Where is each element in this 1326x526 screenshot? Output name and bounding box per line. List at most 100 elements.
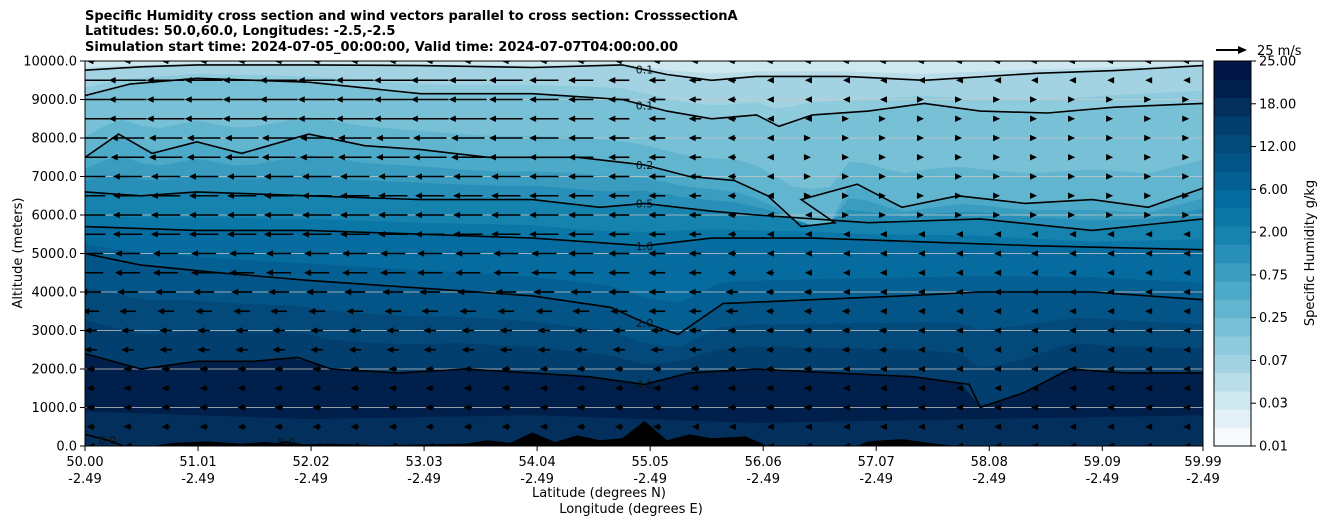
wind-vector [612, 327, 626, 334]
wind-vector [108, 77, 147, 84]
wind-vector [615, 442, 623, 446]
wind-vector [993, 173, 1001, 180]
colorbar-tick-label: 25.00 [1259, 55, 1296, 70]
wind-vector [414, 192, 445, 199]
contour-line [85, 64, 1203, 82]
wind-vector [193, 288, 215, 296]
wind-vector [652, 404, 662, 411]
wind-vector [576, 365, 585, 373]
wind-vector [727, 154, 737, 161]
wind-vector [576, 404, 585, 411]
wind-vector [1183, 269, 1191, 276]
wind-vector [688, 346, 702, 353]
wind-vector [648, 173, 666, 180]
wind-vector [956, 269, 964, 276]
wind-vector [312, 404, 321, 411]
wind-vector [375, 134, 410, 142]
x-tick-label-lon: -2.49 [68, 472, 102, 487]
wind-vector [350, 385, 359, 392]
wind-vector [690, 404, 700, 411]
wind-vector [765, 385, 775, 392]
wind-vector [114, 269, 141, 276]
wind-vector [1031, 308, 1039, 315]
wind-vector [803, 154, 811, 161]
wind-vector [608, 288, 630, 296]
wind-vector [184, 77, 223, 84]
wind-vector [448, 115, 487, 122]
wind-vector [994, 442, 1002, 446]
wind-vector [1145, 269, 1153, 276]
colorbar-tick-label: 0.25 [1259, 311, 1288, 326]
wind-vector [727, 365, 737, 373]
colorbar-segment [1214, 97, 1251, 117]
wind-vector [85, 308, 99, 315]
wind-vector [568, 173, 594, 180]
wind-vector [1145, 288, 1153, 296]
contour-label: 0.5 [636, 197, 654, 210]
wind-vector [608, 231, 630, 238]
wind-vector [197, 327, 210, 334]
wind-vector [274, 61, 283, 65]
wind-vector [266, 250, 292, 257]
wind-vector [191, 269, 217, 276]
wind-vector [85, 117, 110, 120]
wind-vector [994, 346, 1002, 353]
colorbar-segment [1214, 427, 1251, 447]
wind-vector [648, 308, 666, 315]
wind-vector [765, 308, 775, 315]
wind-vector [843, 77, 851, 84]
wind-vector [576, 385, 585, 392]
wind-vector [688, 288, 702, 296]
wind-vector [1144, 96, 1152, 103]
wind-vector [191, 250, 217, 257]
wind-vector [159, 346, 172, 353]
wind-vector [725, 308, 739, 315]
x-tick-label-lon: -2.49 [1085, 472, 1119, 487]
wind-vector [539, 385, 549, 392]
wind-vector [414, 173, 445, 180]
colorbar-segment [1214, 61, 1251, 80]
wind-vector [533, 288, 555, 296]
wind-vector [121, 346, 134, 353]
wind-vector [878, 346, 888, 353]
wind-vector [994, 308, 1002, 315]
wind-vector [841, 308, 851, 315]
wind-vector [531, 269, 557, 276]
wind-vector [386, 327, 400, 334]
wind-vector [299, 154, 334, 161]
wind-vector [1106, 115, 1114, 122]
wind-vector [992, 61, 1002, 65]
wind-vector [1107, 385, 1115, 392]
wind-vector [388, 385, 397, 392]
x-tick-label-lat: 59.09 [1084, 455, 1121, 470]
wind-vector [842, 211, 850, 219]
wind-vector [803, 173, 811, 180]
wind-vector [342, 250, 368, 257]
wind-vector [274, 423, 283, 430]
wind-vector [1107, 308, 1115, 315]
terrain [85, 421, 1203, 446]
wind-vector [200, 442, 208, 446]
colorbar-ticks: 0.01 0.03 0.07 0.25 0.75 2.00 6.00 12.00 18.00 25… [1251, 55, 1296, 455]
wind-vector [152, 269, 179, 276]
wind-vector [916, 154, 924, 161]
wind-vector [1107, 365, 1115, 373]
wind-vector [1107, 231, 1115, 238]
wind-vector [878, 173, 886, 180]
wind-vector [727, 211, 737, 219]
wind-vector [688, 134, 702, 142]
wind-vector [85, 252, 104, 255]
wind-vector [878, 134, 886, 142]
wind-vector [994, 423, 1002, 430]
wind-vector [85, 79, 110, 82]
colorbar-segment [1214, 207, 1251, 227]
wind-vector [423, 327, 436, 334]
wind-vector [310, 327, 323, 334]
x-tick-label-lat: 50.00 [66, 455, 103, 470]
wind-vector [85, 214, 106, 216]
wind-vector [226, 211, 257, 219]
wind-vector [568, 250, 594, 257]
contour-label: 0.2 [636, 159, 654, 172]
wind-vector [235, 346, 248, 353]
wind-vector [108, 96, 147, 103]
